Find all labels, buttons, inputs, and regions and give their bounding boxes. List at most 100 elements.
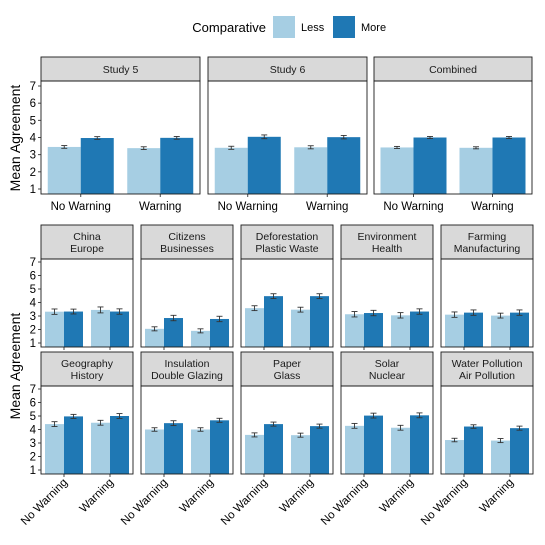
- error-bar: [151, 427, 158, 432]
- error-bar: [516, 309, 523, 316]
- bar-more-warning: [410, 415, 429, 474]
- bar-more-no-warning: [80, 138, 114, 194]
- bar-more-no-warning: [364, 415, 383, 474]
- panel-title: Manufacturing: [454, 243, 521, 255]
- y-tick-label: 1: [30, 184, 36, 196]
- y-tick-label: 4: [30, 298, 37, 310]
- x-tick-label: No Warning: [19, 477, 70, 528]
- y-tick-label: 3: [30, 311, 36, 323]
- error-bar: [370, 309, 377, 317]
- panel-title: Citizens: [168, 231, 205, 243]
- panel-strip: [40, 56, 201, 82]
- panel-strip: [40, 351, 134, 387]
- bar-more-no-warning: [464, 426, 483, 474]
- bar-more-warning: [492, 137, 526, 194]
- legend-title: Comparative: [192, 20, 266, 35]
- x-tick-label: No Warning: [51, 201, 111, 213]
- panel-strip: [140, 351, 234, 387]
- error-bar: [116, 413, 123, 419]
- bar-more-no-warning: [464, 312, 483, 347]
- error-bar: [151, 326, 158, 332]
- bar-more-no-warning: [64, 416, 83, 474]
- error-bar: [61, 145, 68, 149]
- panel-title: Businesses: [160, 243, 214, 255]
- bar-more-warning: [327, 137, 361, 194]
- error-bar: [297, 432, 304, 438]
- error-bar: [497, 312, 504, 319]
- bar-less-no-warning: [214, 147, 248, 194]
- y-tick-label: 2: [30, 167, 36, 179]
- x-tick-label: Warning: [139, 201, 181, 213]
- bar-less-warning: [391, 315, 410, 347]
- panel-border: [440, 385, 534, 475]
- error-bar: [316, 293, 323, 300]
- panel-strip: [340, 351, 434, 387]
- bar-less-no-warning: [47, 146, 81, 194]
- error-bar: [228, 145, 235, 150]
- panel-border: [240, 385, 334, 475]
- panel-border: [240, 258, 334, 348]
- error-bar: [297, 306, 304, 313]
- panel-border: [140, 258, 234, 348]
- bar-more-warning: [510, 312, 529, 347]
- error-bar: [497, 438, 504, 444]
- error-bar: [316, 423, 323, 429]
- error-bar: [351, 311, 358, 318]
- bar-less-warning: [127, 148, 161, 194]
- bar-less-no-warning: [45, 424, 64, 474]
- y-tick-label: 7: [30, 81, 36, 93]
- y-axis-label-bottom: Mean Agreement: [7, 313, 23, 420]
- error-bar: [451, 437, 458, 443]
- y-tick-label: 6: [30, 98, 36, 110]
- error-bar: [97, 306, 104, 314]
- y-tick-label: 5: [30, 284, 36, 296]
- error-bar: [116, 308, 123, 315]
- error-bar: [270, 421, 277, 427]
- panel-title: Study 5: [103, 64, 139, 76]
- error-bar: [470, 309, 477, 316]
- bar-less-warning: [294, 147, 328, 194]
- bar-more-no-warning: [413, 137, 447, 194]
- error-bar: [94, 136, 101, 140]
- bar-more-warning: [210, 420, 229, 474]
- bar-less-no-warning: [445, 440, 464, 474]
- bar-more-warning: [110, 416, 129, 474]
- error-bar: [473, 146, 479, 150]
- y-tick-label: 2: [30, 452, 36, 464]
- error-bar: [270, 293, 277, 300]
- y-tick-label: 2: [30, 325, 36, 337]
- error-bar: [173, 136, 180, 140]
- panels: Study 5 No Warning Warning 1 2 34 5 6 7 Study 6 No…: [19, 56, 534, 528]
- panel-title: Study 6: [270, 64, 306, 76]
- panel-border: [40, 385, 134, 475]
- panel-border: [340, 385, 434, 475]
- panel-strip: [240, 224, 334, 260]
- error-bar: [516, 425, 523, 431]
- panel-combined: Combined No Warning Warning: [373, 56, 533, 213]
- legend-label-less: Less: [301, 22, 325, 34]
- x-tick-label: Warning: [178, 477, 216, 515]
- bar-more-warning: [510, 428, 529, 474]
- panel-title: Environment: [358, 231, 417, 243]
- legend: Comparative Less More: [192, 16, 386, 38]
- error-bar: [351, 422, 358, 429]
- error-bar: [307, 145, 314, 150]
- bar-more-no-warning: [164, 423, 183, 474]
- error-bar: [394, 145, 400, 149]
- bar-less-no-warning: [380, 147, 414, 194]
- panel-title: Glass: [274, 370, 301, 382]
- panel-title: History: [71, 370, 104, 382]
- y-axis-label-top: Mean Agreement: [7, 85, 23, 192]
- error-bar: [506, 136, 512, 139]
- panel-title: Farming: [468, 231, 507, 243]
- bar-more-warning: [160, 137, 194, 194]
- bar-more-no-warning: [64, 311, 83, 347]
- panel-title: Europe: [70, 243, 104, 255]
- x-tick-label: Warning: [306, 201, 348, 213]
- error-bar: [370, 412, 377, 419]
